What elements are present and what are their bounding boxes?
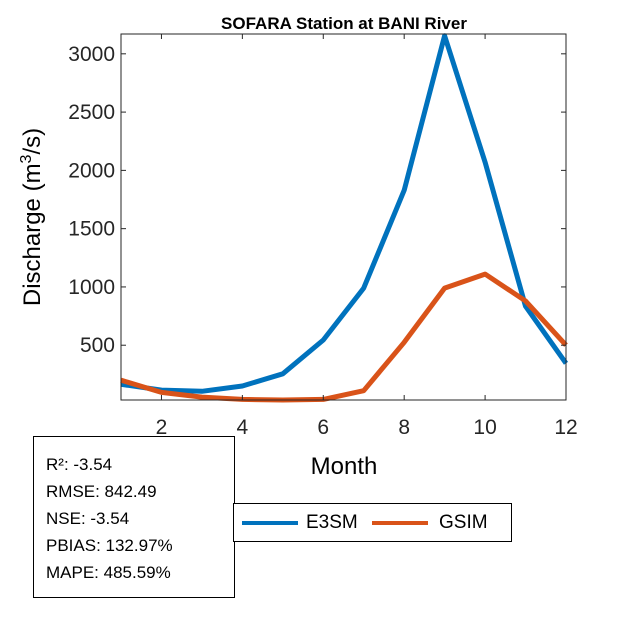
plot-area-frame [120, 33, 567, 401]
legend: E3SM GSIM [233, 503, 512, 542]
y-tick-label: 500 [80, 334, 115, 357]
stats-r2: R²: -3.54 [46, 455, 113, 474]
y-tick-label: 3000 [68, 43, 115, 66]
y-tick-label: 1000 [68, 276, 115, 299]
legend-label-gsim: GSIM [439, 512, 488, 533]
y-axis-label-main: Discharge (m [19, 163, 46, 306]
stats-nse: NSE: -3.54 [46, 509, 130, 528]
y-axis-label: Discharge (m3/s) [18, 128, 46, 306]
stats-mape: MAPE: 485.59% [46, 563, 171, 582]
y-axis-label-tail: /s) [19, 128, 46, 155]
y-tick-label: 2000 [68, 159, 115, 182]
stats-box: R²: -3.54 RMSE: 842.49 NSE: -3.54 PBIAS:… [33, 436, 235, 598]
series-line-gsim [120, 271, 568, 403]
y-tick-label: 2500 [68, 101, 115, 124]
y-axis-label-sup: 3 [18, 154, 35, 163]
legend-swatch-gsim [372, 521, 428, 525]
stats-pbias: PBIAS: 132.97% [46, 536, 173, 555]
stats-rmse: RMSE: 842.49 [46, 482, 157, 501]
x-tick-label: 12 [554, 416, 577, 439]
x-axis-label: Month [311, 453, 378, 480]
x-tick-label: 6 [317, 416, 329, 439]
x-tick-label: 4 [237, 416, 249, 439]
legend-label-e3sm: E3SM [306, 512, 358, 533]
x-tick-label: 8 [398, 416, 410, 439]
y-tick-label: 1500 [68, 218, 115, 241]
legend-swatch-e3sm [242, 521, 298, 525]
chart-title: SOFARA Station at BANI River [221, 14, 467, 33]
x-tick-label: 2 [156, 416, 168, 439]
series-line-e3sm [120, 33, 569, 394]
x-tick-label: 10 [473, 416, 496, 439]
